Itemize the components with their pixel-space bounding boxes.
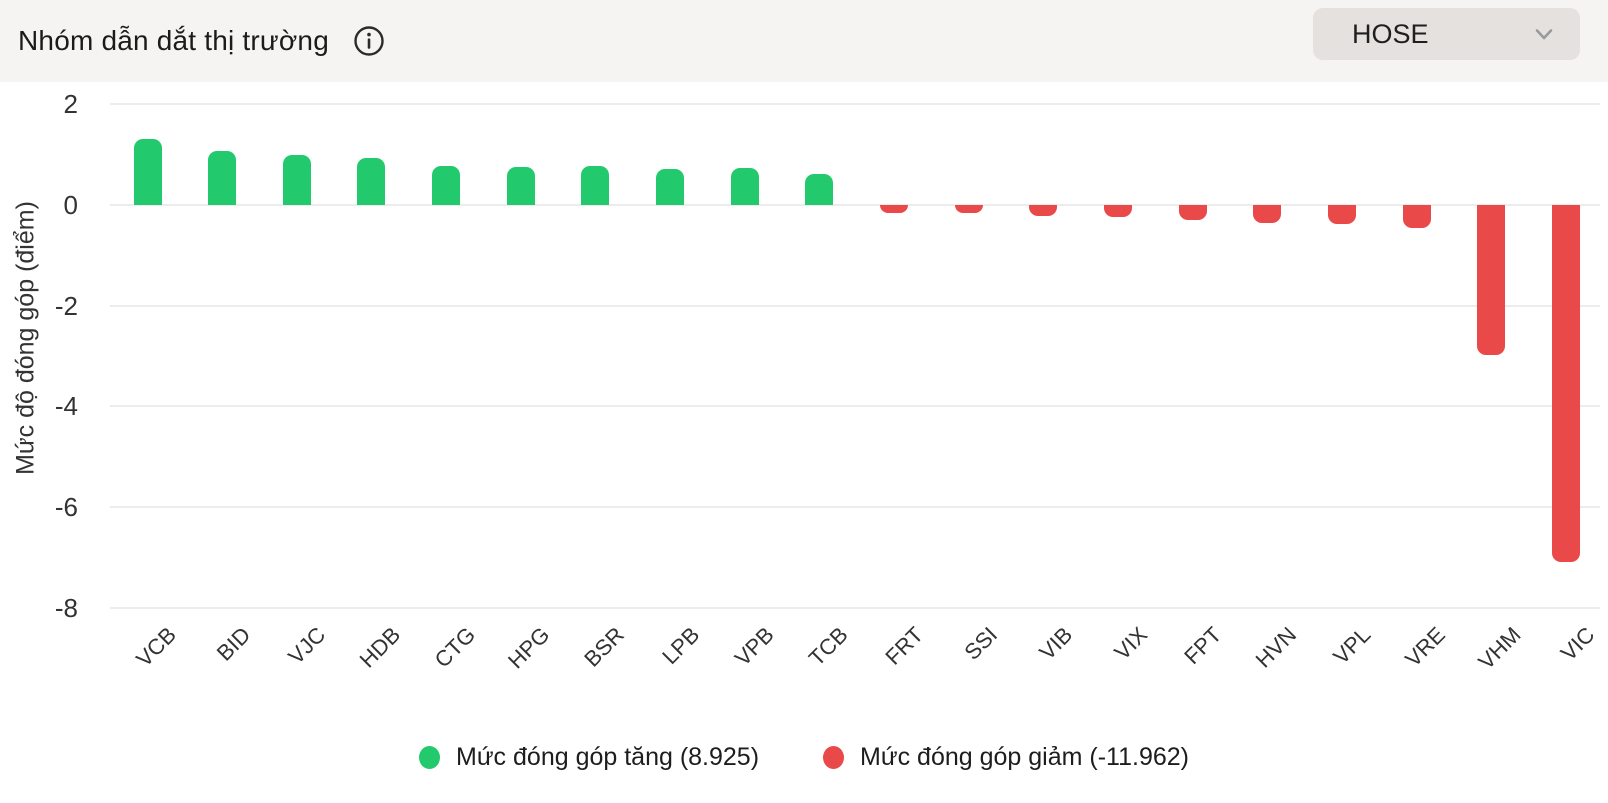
- y-tick-label: -6: [54, 492, 78, 523]
- y-tick-label: -8: [54, 592, 78, 623]
- bar-BID[interactable]: [208, 150, 237, 205]
- x-tick-label-LPB: LPB: [656, 622, 704, 670]
- bar-LPB[interactable]: [656, 169, 685, 205]
- x-tick-label-VIX: VIX: [1109, 622, 1152, 665]
- x-tick-label-SSI: SSI: [959, 622, 1003, 665]
- info-icon[interactable]: [353, 25, 385, 57]
- gridline-y-2: [110, 103, 1600, 106]
- chart-legend: Mức đóng góp tăng (8.925) Mức đóng góp g…: [0, 727, 1608, 787]
- bar-CTG[interactable]: [432, 165, 461, 205]
- x-tick-label-VHM: VHM: [1472, 622, 1526, 675]
- y-tick-label: 0: [63, 190, 78, 220]
- gridline-y--2: [110, 304, 1600, 307]
- gridline-y--6: [110, 506, 1600, 509]
- legend-label-negative: Mức đóng góp giảm (-11.962): [860, 742, 1189, 771]
- negative-legend-dot-icon: [823, 745, 845, 769]
- x-tick-label-CTG: CTG: [429, 622, 480, 673]
- bar-VPL[interactable]: [1328, 205, 1357, 225]
- bar-VIC[interactable]: [1552, 205, 1581, 563]
- bar-BSR[interactable]: [581, 166, 610, 205]
- y-tick-label: 2: [63, 89, 78, 120]
- x-tick-label-TCB: TCB: [804, 622, 854, 671]
- chevron-down-icon: [1535, 29, 1553, 40]
- bar-SSI[interactable]: [954, 205, 983, 214]
- page-title: Nhóm dẫn dắt thị trường: [18, 25, 329, 56]
- bar-VJC[interactable]: [282, 155, 311, 205]
- x-tick-label-HVN: HVN: [1250, 622, 1302, 673]
- x-tick-label-HDB: HDB: [354, 622, 406, 673]
- exchange-dropdown-value: HOSE: [1352, 18, 1429, 49]
- bar-VRE[interactable]: [1402, 205, 1431, 229]
- x-tick-label-BSR: BSR: [579, 622, 630, 672]
- legend-item-positive[interactable]: Mức đóng góp tăng (8.925): [419, 743, 759, 772]
- bar-HPG[interactable]: [506, 166, 535, 205]
- bar-VPB[interactable]: [730, 168, 759, 205]
- x-tick-label-VRE: VRE: [1400, 622, 1451, 672]
- legend-label-positive: Mức đóng góp tăng (8.925): [456, 742, 760, 771]
- x-tick-label-HPG: HPG: [503, 622, 555, 674]
- positive-legend-dot-icon: [419, 745, 440, 769]
- x-tick-label-VCB: VCB: [131, 622, 182, 672]
- bar-FRT[interactable]: [880, 205, 909, 214]
- bar-VHM[interactable]: [1477, 205, 1506, 355]
- bar-VIB[interactable]: [1029, 205, 1058, 216]
- panel-header: Nhóm dẫn dắt thị trường HOSE: [0, 0, 1608, 82]
- y-axis-title: Mức độ đóng góp (điểm): [11, 201, 40, 475]
- bar-VIX[interactable]: [1104, 205, 1133, 217]
- gridline-y-0: [110, 204, 1600, 206]
- gridline-y--8: [110, 606, 1600, 609]
- x-tick-label-FRT: FRT: [880, 622, 928, 670]
- bar-FPT[interactable]: [1178, 205, 1207, 220]
- x-tick-label-VPL: VPL: [1328, 622, 1376, 670]
- x-tick-label-VPB: VPB: [729, 622, 779, 671]
- gridline-y--4: [110, 405, 1600, 408]
- exchange-dropdown[interactable]: HOSE: [1313, 8, 1580, 60]
- bar-HVN[interactable]: [1253, 205, 1282, 223]
- legend-item-negative[interactable]: Mức đóng góp giảm (-11.962): [823, 743, 1189, 772]
- x-tick-label-VIC: VIC: [1556, 622, 1600, 666]
- x-tick-label-VIB: VIB: [1034, 622, 1078, 665]
- x-tick-label-FPT: FPT: [1179, 622, 1227, 670]
- bar-HDB[interactable]: [357, 158, 386, 205]
- bar-VCB[interactable]: [133, 139, 162, 205]
- x-tick-label-VJC: VJC: [283, 622, 331, 670]
- bar-TCB[interactable]: [805, 174, 834, 205]
- y-tick-label: -2: [54, 290, 78, 321]
- y-tick-label: -4: [54, 391, 78, 422]
- x-tick-label-BID: BID: [212, 622, 256, 666]
